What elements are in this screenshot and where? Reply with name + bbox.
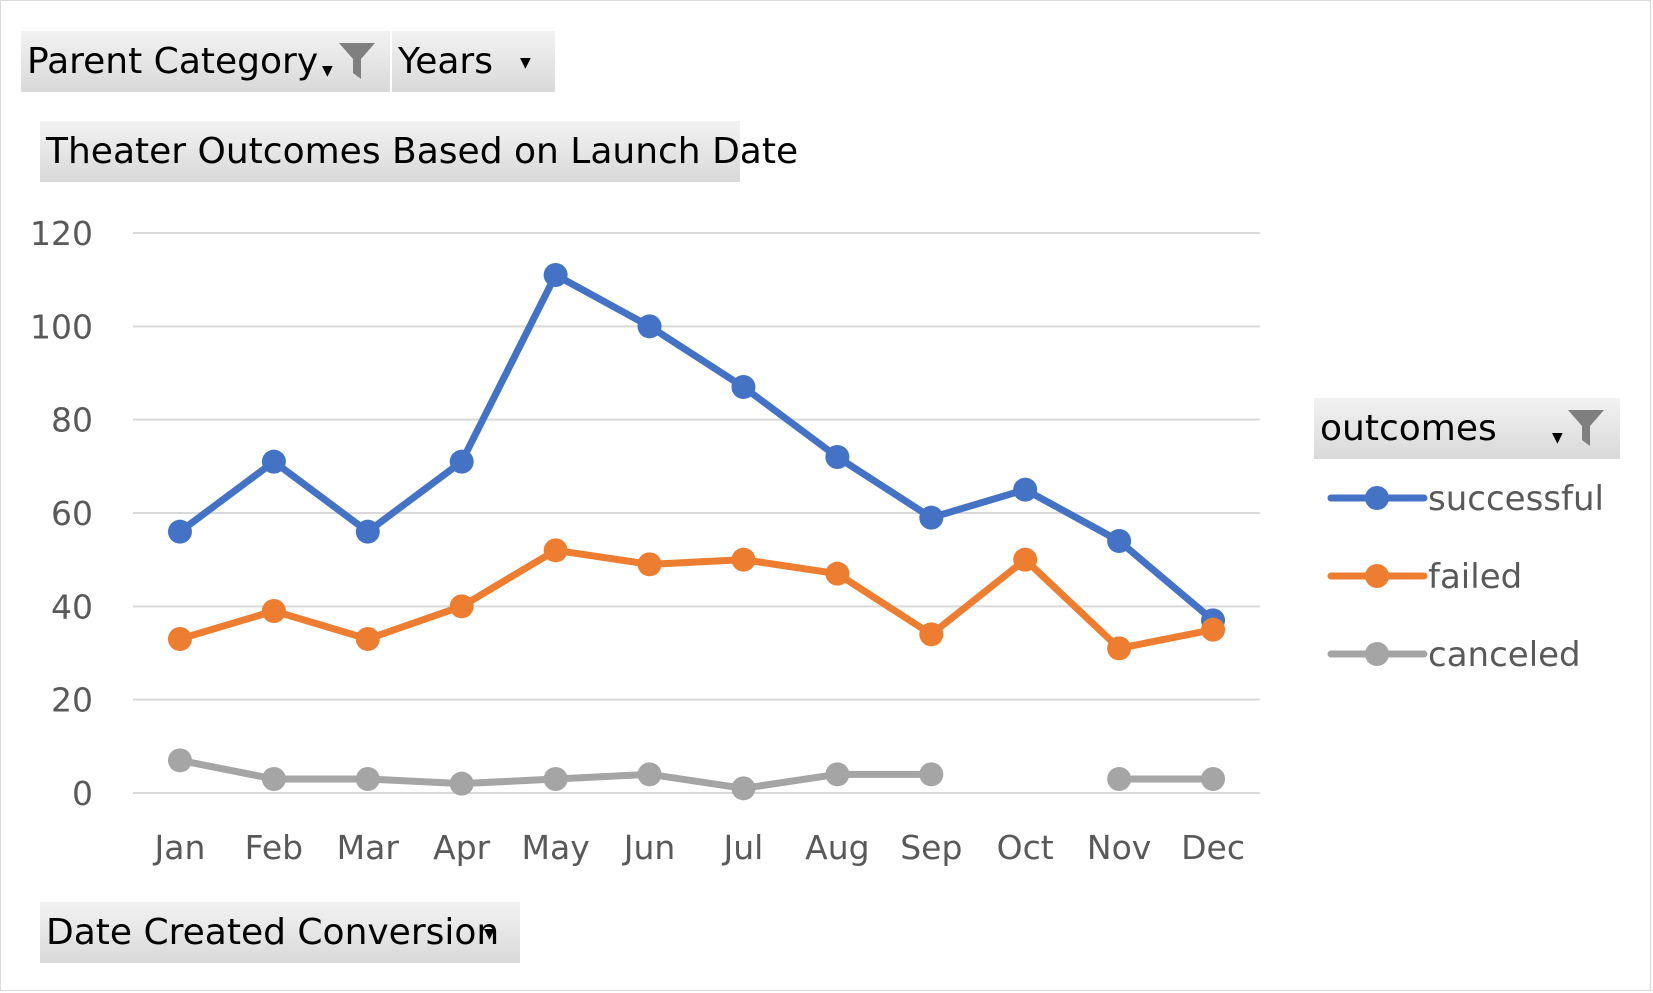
legend-item-canceled: canceled [1331, 635, 1581, 675]
data-point [1107, 636, 1131, 660]
y-tick-label: 0 [72, 774, 93, 813]
legend-swatch-marker [1365, 564, 1389, 588]
x-tick-label: Sep [900, 828, 962, 867]
data-point [1107, 529, 1131, 553]
y-tick-label: 120 [30, 214, 93, 253]
data-point [168, 627, 192, 651]
x-tick-label: Mar [337, 828, 400, 867]
data-point [919, 762, 943, 786]
data-point [825, 562, 849, 586]
data-point [1013, 548, 1037, 572]
y-tick-label: 60 [51, 494, 93, 533]
data-point [544, 263, 568, 287]
data-point [262, 450, 286, 474]
data-point [638, 314, 662, 338]
x-tick-label: Oct [997, 828, 1054, 867]
data-point [262, 767, 286, 791]
data-point [731, 375, 755, 399]
series-failed [168, 538, 1225, 660]
x-tick-label: Dec [1181, 828, 1245, 867]
data-point [1201, 767, 1225, 791]
x-tick-label: Feb [245, 828, 303, 867]
x-tick-label: Jun [622, 828, 676, 867]
data-point [544, 767, 568, 791]
legend: successful failed canceled [1331, 479, 1604, 675]
data-point [731, 776, 755, 800]
y-tick-label: 40 [51, 587, 93, 626]
legend-swatch-marker [1365, 486, 1389, 510]
y-tick-label: 100 [30, 307, 93, 346]
data-point [544, 538, 568, 562]
gridlines [133, 233, 1260, 793]
x-tick-label: Jul [722, 828, 764, 867]
data-point [825, 445, 849, 469]
data-point [638, 552, 662, 576]
y-axis-ticks: 0 20 40 60 80 100 120 [30, 214, 93, 813]
y-tick-label: 20 [51, 681, 93, 720]
data-point [450, 772, 474, 796]
data-point [262, 599, 286, 623]
data-point [638, 762, 662, 786]
legend-label: failed [1428, 557, 1522, 597]
data-point [1013, 478, 1037, 502]
data-point [919, 506, 943, 530]
legend-label: successful [1428, 479, 1604, 519]
legend-item-failed: failed [1331, 557, 1522, 597]
data-point [825, 762, 849, 786]
data-point [450, 594, 474, 618]
data-point [356, 627, 380, 651]
data-point [356, 767, 380, 791]
data-point [168, 520, 192, 544]
series-line [180, 760, 1213, 788]
x-axis-ticks: Jan Feb Mar Apr May Jun Jul Aug Sep Oct Nov Dec [153, 828, 1245, 867]
x-tick-label: Nov [1087, 828, 1151, 867]
x-tick-label: May [522, 828, 590, 867]
data-point [450, 450, 474, 474]
x-tick-label: Jan [153, 828, 206, 867]
data-point [356, 520, 380, 544]
series-line [180, 550, 1213, 648]
data-point [168, 748, 192, 772]
series-lines [168, 263, 1225, 800]
data-point [731, 548, 755, 572]
legend-item-successful: successful [1331, 479, 1604, 519]
x-tick-label: Aug [805, 828, 869, 867]
data-point [1107, 767, 1131, 791]
y-tick-label: 80 [51, 401, 93, 440]
legend-swatch-marker [1365, 642, 1389, 666]
data-point [919, 622, 943, 646]
x-tick-label: Apr [433, 828, 491, 867]
data-point [1201, 618, 1225, 642]
legend-label: canceled [1428, 635, 1581, 675]
series-successful [168, 263, 1225, 632]
